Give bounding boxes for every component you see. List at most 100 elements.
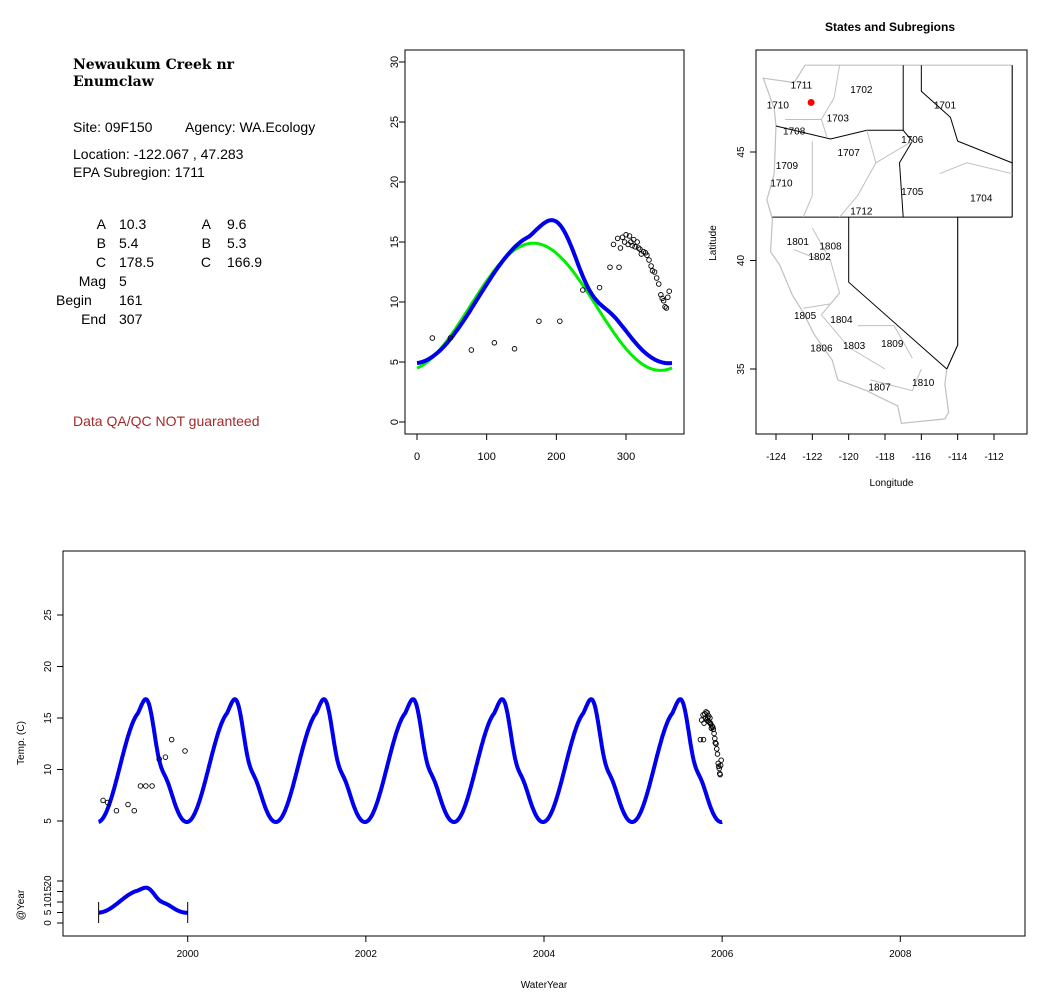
y2-tick-label: 20 (43, 875, 54, 887)
epa-subregion: EPA Subregion: 1711 (73, 164, 205, 180)
observation-point (168, 736, 175, 743)
param-a-label: A (96, 216, 106, 232)
observation-point (632, 244, 638, 250)
observation-point (713, 741, 719, 747)
subregion-boundary (870, 368, 922, 392)
observation-point (648, 263, 654, 269)
x-tick-label: 0 (414, 451, 420, 463)
x-tick-label: 2002 (355, 949, 378, 960)
observation-point (697, 736, 704, 743)
green-fit-line (416, 241, 673, 372)
observation-point (662, 304, 668, 310)
param-mag: 5 (119, 273, 127, 289)
site-name-line2: Enumclaw (73, 74, 154, 90)
y2-tick-label: 0 (43, 920, 54, 926)
y-tick-label: 10 (389, 296, 401, 308)
observation-point (660, 298, 667, 304)
subregion-label: 1801 (787, 237, 810, 248)
location: Location: -122.067 , 47.283 (73, 146, 244, 162)
observation-point (701, 720, 707, 726)
site-name-line1: Newaukum Creek nr (73, 57, 235, 73)
subregion-label: 1708 (783, 126, 806, 137)
observation-point (718, 757, 724, 763)
site-marker (807, 98, 815, 106)
param-begin-label: Begin (56, 292, 92, 308)
observation-point (607, 264, 613, 270)
x-tick-label: 200 (547, 451, 565, 463)
observation-point (703, 709, 709, 715)
observation-point (711, 730, 717, 737)
subregion-boundary (802, 141, 813, 218)
x-tick-label: -118 (875, 452, 895, 463)
observation-point (131, 807, 138, 814)
site-name: Newaukum Creek nr Enumclaw (73, 57, 234, 91)
subregion-label: 1707 (838, 148, 861, 159)
subregion-label: 1712 (850, 207, 873, 218)
observation-point (700, 736, 707, 743)
observation-point (511, 346, 518, 352)
agency: Agency: WA.Ecology (185, 119, 316, 135)
observation-point (653, 275, 660, 281)
observation-point (716, 765, 722, 772)
state-border (920, 65, 1013, 164)
observation-point (709, 723, 715, 729)
subregion-label: 1710 (767, 100, 790, 111)
subregion-label: 1807 (868, 382, 891, 393)
observation-point (712, 739, 719, 746)
observation-point (104, 799, 111, 806)
y-tick-label: 0 (389, 419, 401, 425)
x-tick-label: 100 (477, 451, 495, 463)
observation-point (580, 287, 586, 293)
subregion-label: 1804 (830, 315, 853, 326)
observation-point (644, 252, 650, 258)
y-tick-label: 25 (389, 116, 401, 128)
param-end: 307 (119, 311, 143, 327)
seasonal-chart: 0 100 200 300 0 5 10 15 20 25 30 (389, 49, 685, 463)
qa-disclaimer: Data QA/QC NOT guaranteed (73, 413, 260, 429)
state-border (775, 125, 904, 140)
x-tick-label: 2004 (533, 949, 556, 960)
y-tick-label: 20 (43, 661, 54, 673)
param-c-label-2: C (200, 254, 211, 270)
y-tick-label: 35 (736, 363, 747, 375)
param-begin: 161 (119, 292, 143, 308)
subregion-label: 1803 (843, 341, 866, 352)
y-tick-label: 45 (736, 146, 747, 158)
y-tick-label: 15 (389, 236, 401, 248)
subregion-boundary (794, 249, 822, 261)
x-tick-label: -114 (948, 452, 968, 463)
observation-point (704, 710, 710, 716)
observation-point (614, 235, 621, 242)
observation-point (491, 340, 498, 346)
subregion-boundary (803, 292, 840, 309)
observation-point (714, 746, 720, 752)
y-tick-label: 5 (43, 818, 54, 824)
observation-point (149, 783, 155, 789)
param-end-label: End (81, 311, 106, 327)
subregion-label: 1703 (827, 113, 850, 124)
state-border (848, 217, 948, 370)
y-axis-label: Temp. (C) (16, 721, 27, 765)
y2-tick-label: 10 (43, 896, 54, 908)
y2-tick-label: 5 (43, 909, 54, 915)
param-b2: 5.3 (227, 235, 247, 251)
observation-point (137, 783, 144, 789)
y-tick-label: 10 (43, 764, 54, 776)
x-tick-label: -112 (984, 452, 1004, 463)
param-b-label-2: B (201, 235, 211, 251)
observation-point (658, 292, 664, 298)
subregion-label: 1810 (912, 378, 935, 389)
observation-point (536, 318, 542, 324)
y-axis-label: Latitude (708, 225, 719, 261)
subregion-label: 1702 (850, 85, 873, 96)
subregion-map: States and Subregions -124 -122 -120 -118 -11… (708, 20, 1028, 489)
observation-point (634, 239, 640, 245)
timeseries-frame (62, 550, 1026, 937)
observation-point (610, 241, 617, 248)
observation-point (665, 294, 671, 300)
observation-point (617, 245, 624, 251)
x-tick-label: 2008 (889, 949, 912, 960)
observation-point (629, 242, 636, 249)
x-tick-label: -122 (802, 452, 822, 463)
observation-point (626, 233, 633, 239)
